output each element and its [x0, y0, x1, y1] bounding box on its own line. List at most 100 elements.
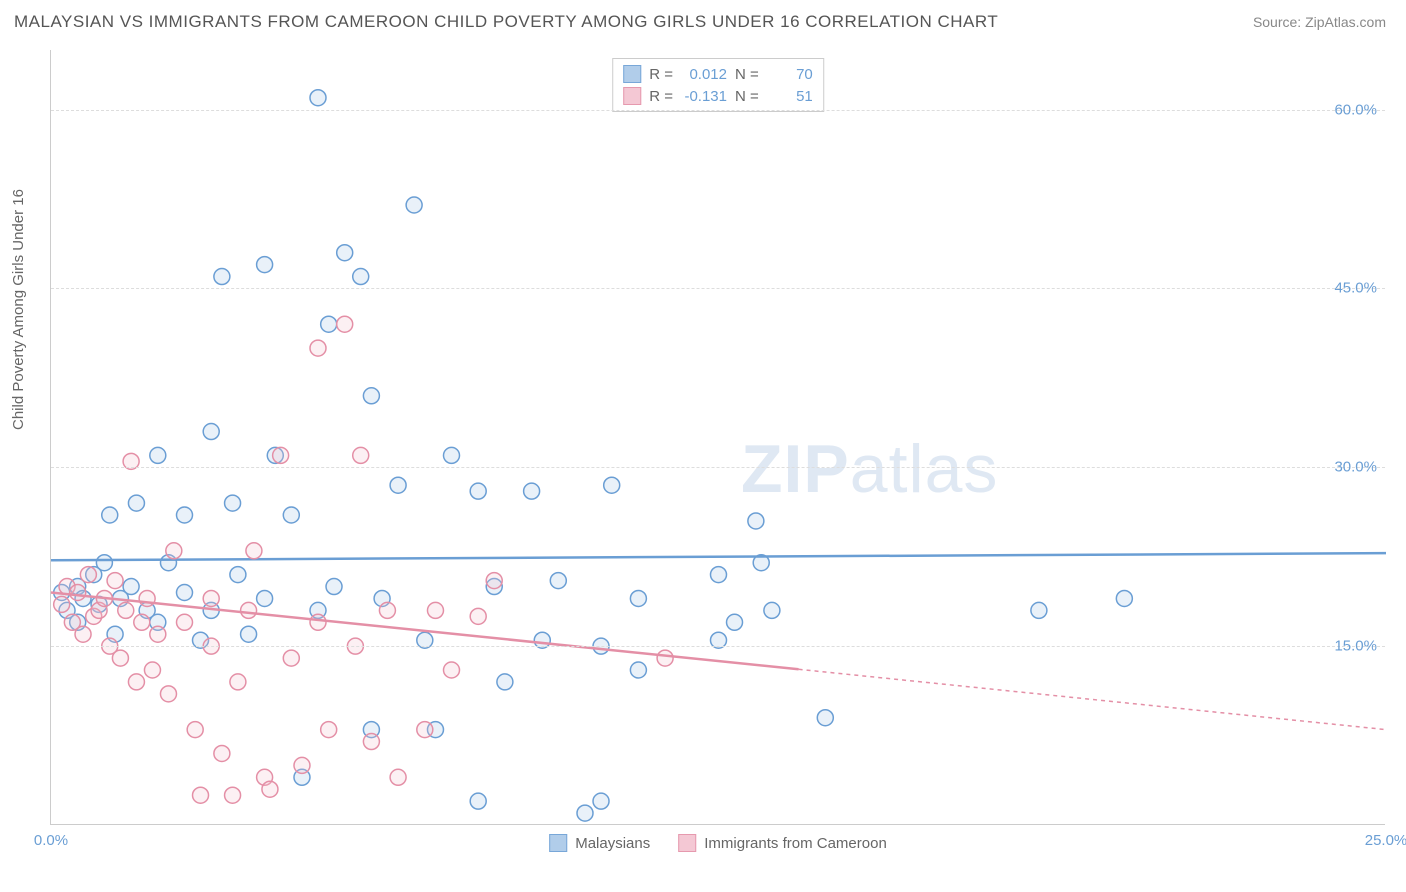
r-value-2: -0.131 — [681, 88, 727, 105]
data-point — [112, 650, 128, 666]
data-point — [310, 614, 326, 630]
data-point — [406, 197, 422, 213]
data-point — [214, 269, 230, 285]
data-point — [379, 602, 395, 618]
data-point — [390, 477, 406, 493]
legend-item-1: Malaysians — [549, 834, 650, 852]
y-tick-label: 45.0% — [1334, 280, 1377, 297]
data-point — [70, 585, 86, 601]
data-point — [107, 573, 123, 589]
data-point — [193, 787, 209, 803]
data-point — [427, 602, 443, 618]
data-point — [497, 674, 513, 690]
data-point — [470, 483, 486, 499]
data-point — [390, 769, 406, 785]
data-point — [246, 543, 262, 559]
data-point — [310, 340, 326, 356]
x-tick-label: 0.0% — [34, 832, 68, 849]
data-point — [273, 447, 289, 463]
data-point — [353, 447, 369, 463]
data-point — [283, 650, 299, 666]
data-point — [764, 602, 780, 618]
data-point — [470, 793, 486, 809]
data-point — [444, 662, 460, 678]
data-point — [1116, 590, 1132, 606]
data-point — [444, 447, 460, 463]
data-point — [470, 608, 486, 624]
data-point — [1031, 602, 1047, 618]
data-point — [604, 477, 620, 493]
data-point — [80, 567, 96, 583]
data-point — [326, 579, 342, 595]
data-point — [230, 674, 246, 690]
legend-row-series-2: R = -0.131 N = 51 — [623, 85, 813, 107]
data-point — [225, 787, 241, 803]
series-legend: Malaysians Immigrants from Cameroon — [549, 834, 887, 852]
n-value-2: 51 — [767, 88, 813, 105]
data-point — [283, 507, 299, 523]
data-point — [593, 793, 609, 809]
data-point — [177, 585, 193, 601]
data-point — [524, 483, 540, 499]
data-point — [310, 90, 326, 106]
data-point — [75, 626, 91, 642]
data-point — [711, 567, 727, 583]
swatch-bottom-1 — [549, 834, 567, 852]
data-point — [257, 257, 273, 273]
data-point — [353, 269, 369, 285]
data-point — [54, 596, 70, 612]
data-point — [550, 573, 566, 589]
data-point — [577, 805, 593, 821]
data-point — [748, 513, 764, 529]
data-point — [727, 614, 743, 630]
data-point — [150, 626, 166, 642]
data-point — [657, 650, 673, 666]
legend-item-2: Immigrants from Cameroon — [678, 834, 887, 852]
x-tick-label: 25.0% — [1365, 832, 1406, 849]
data-point — [294, 757, 310, 773]
r-value-1: 0.012 — [681, 66, 727, 83]
data-point — [150, 447, 166, 463]
data-point — [417, 722, 433, 738]
data-point — [187, 722, 203, 738]
y-tick-label: 60.0% — [1334, 101, 1377, 118]
data-point — [257, 590, 273, 606]
gridline — [51, 288, 1385, 289]
gridline — [51, 467, 1385, 468]
data-point — [144, 662, 160, 678]
swatch-bottom-2 — [678, 834, 696, 852]
y-tick-label: 30.0% — [1334, 459, 1377, 476]
data-point — [241, 602, 257, 618]
y-axis-label: Child Poverty Among Girls Under 16 — [10, 189, 27, 430]
data-point — [102, 507, 118, 523]
data-point — [363, 734, 379, 750]
chart-plot-area: ZIPatlas R = 0.012 N = 70 R = -0.131 N =… — [50, 50, 1385, 825]
data-point — [363, 388, 379, 404]
data-point — [128, 495, 144, 511]
data-point — [337, 245, 353, 261]
data-point — [321, 316, 337, 332]
gridline — [51, 646, 1385, 647]
y-tick-label: 15.0% — [1334, 638, 1377, 655]
data-point — [177, 614, 193, 630]
data-point — [203, 590, 219, 606]
data-point — [630, 662, 646, 678]
trend-line-extrapolated — [799, 669, 1386, 729]
data-point — [166, 543, 182, 559]
data-point — [321, 722, 337, 738]
data-point — [96, 555, 112, 571]
correlation-legend: R = 0.012 N = 70 R = -0.131 N = 51 — [612, 58, 824, 112]
data-point — [817, 710, 833, 726]
data-point — [486, 573, 502, 589]
data-point — [160, 686, 176, 702]
data-point — [118, 602, 134, 618]
data-point — [177, 507, 193, 523]
data-point — [241, 626, 257, 642]
swatch-series-1 — [623, 65, 641, 83]
swatch-series-2 — [623, 87, 641, 105]
data-point — [203, 424, 219, 440]
chart-title: MALAYSIAN VS IMMIGRANTS FROM CAMEROON CH… — [14, 12, 998, 32]
data-point — [214, 745, 230, 761]
data-point — [337, 316, 353, 332]
gridline — [51, 110, 1385, 111]
